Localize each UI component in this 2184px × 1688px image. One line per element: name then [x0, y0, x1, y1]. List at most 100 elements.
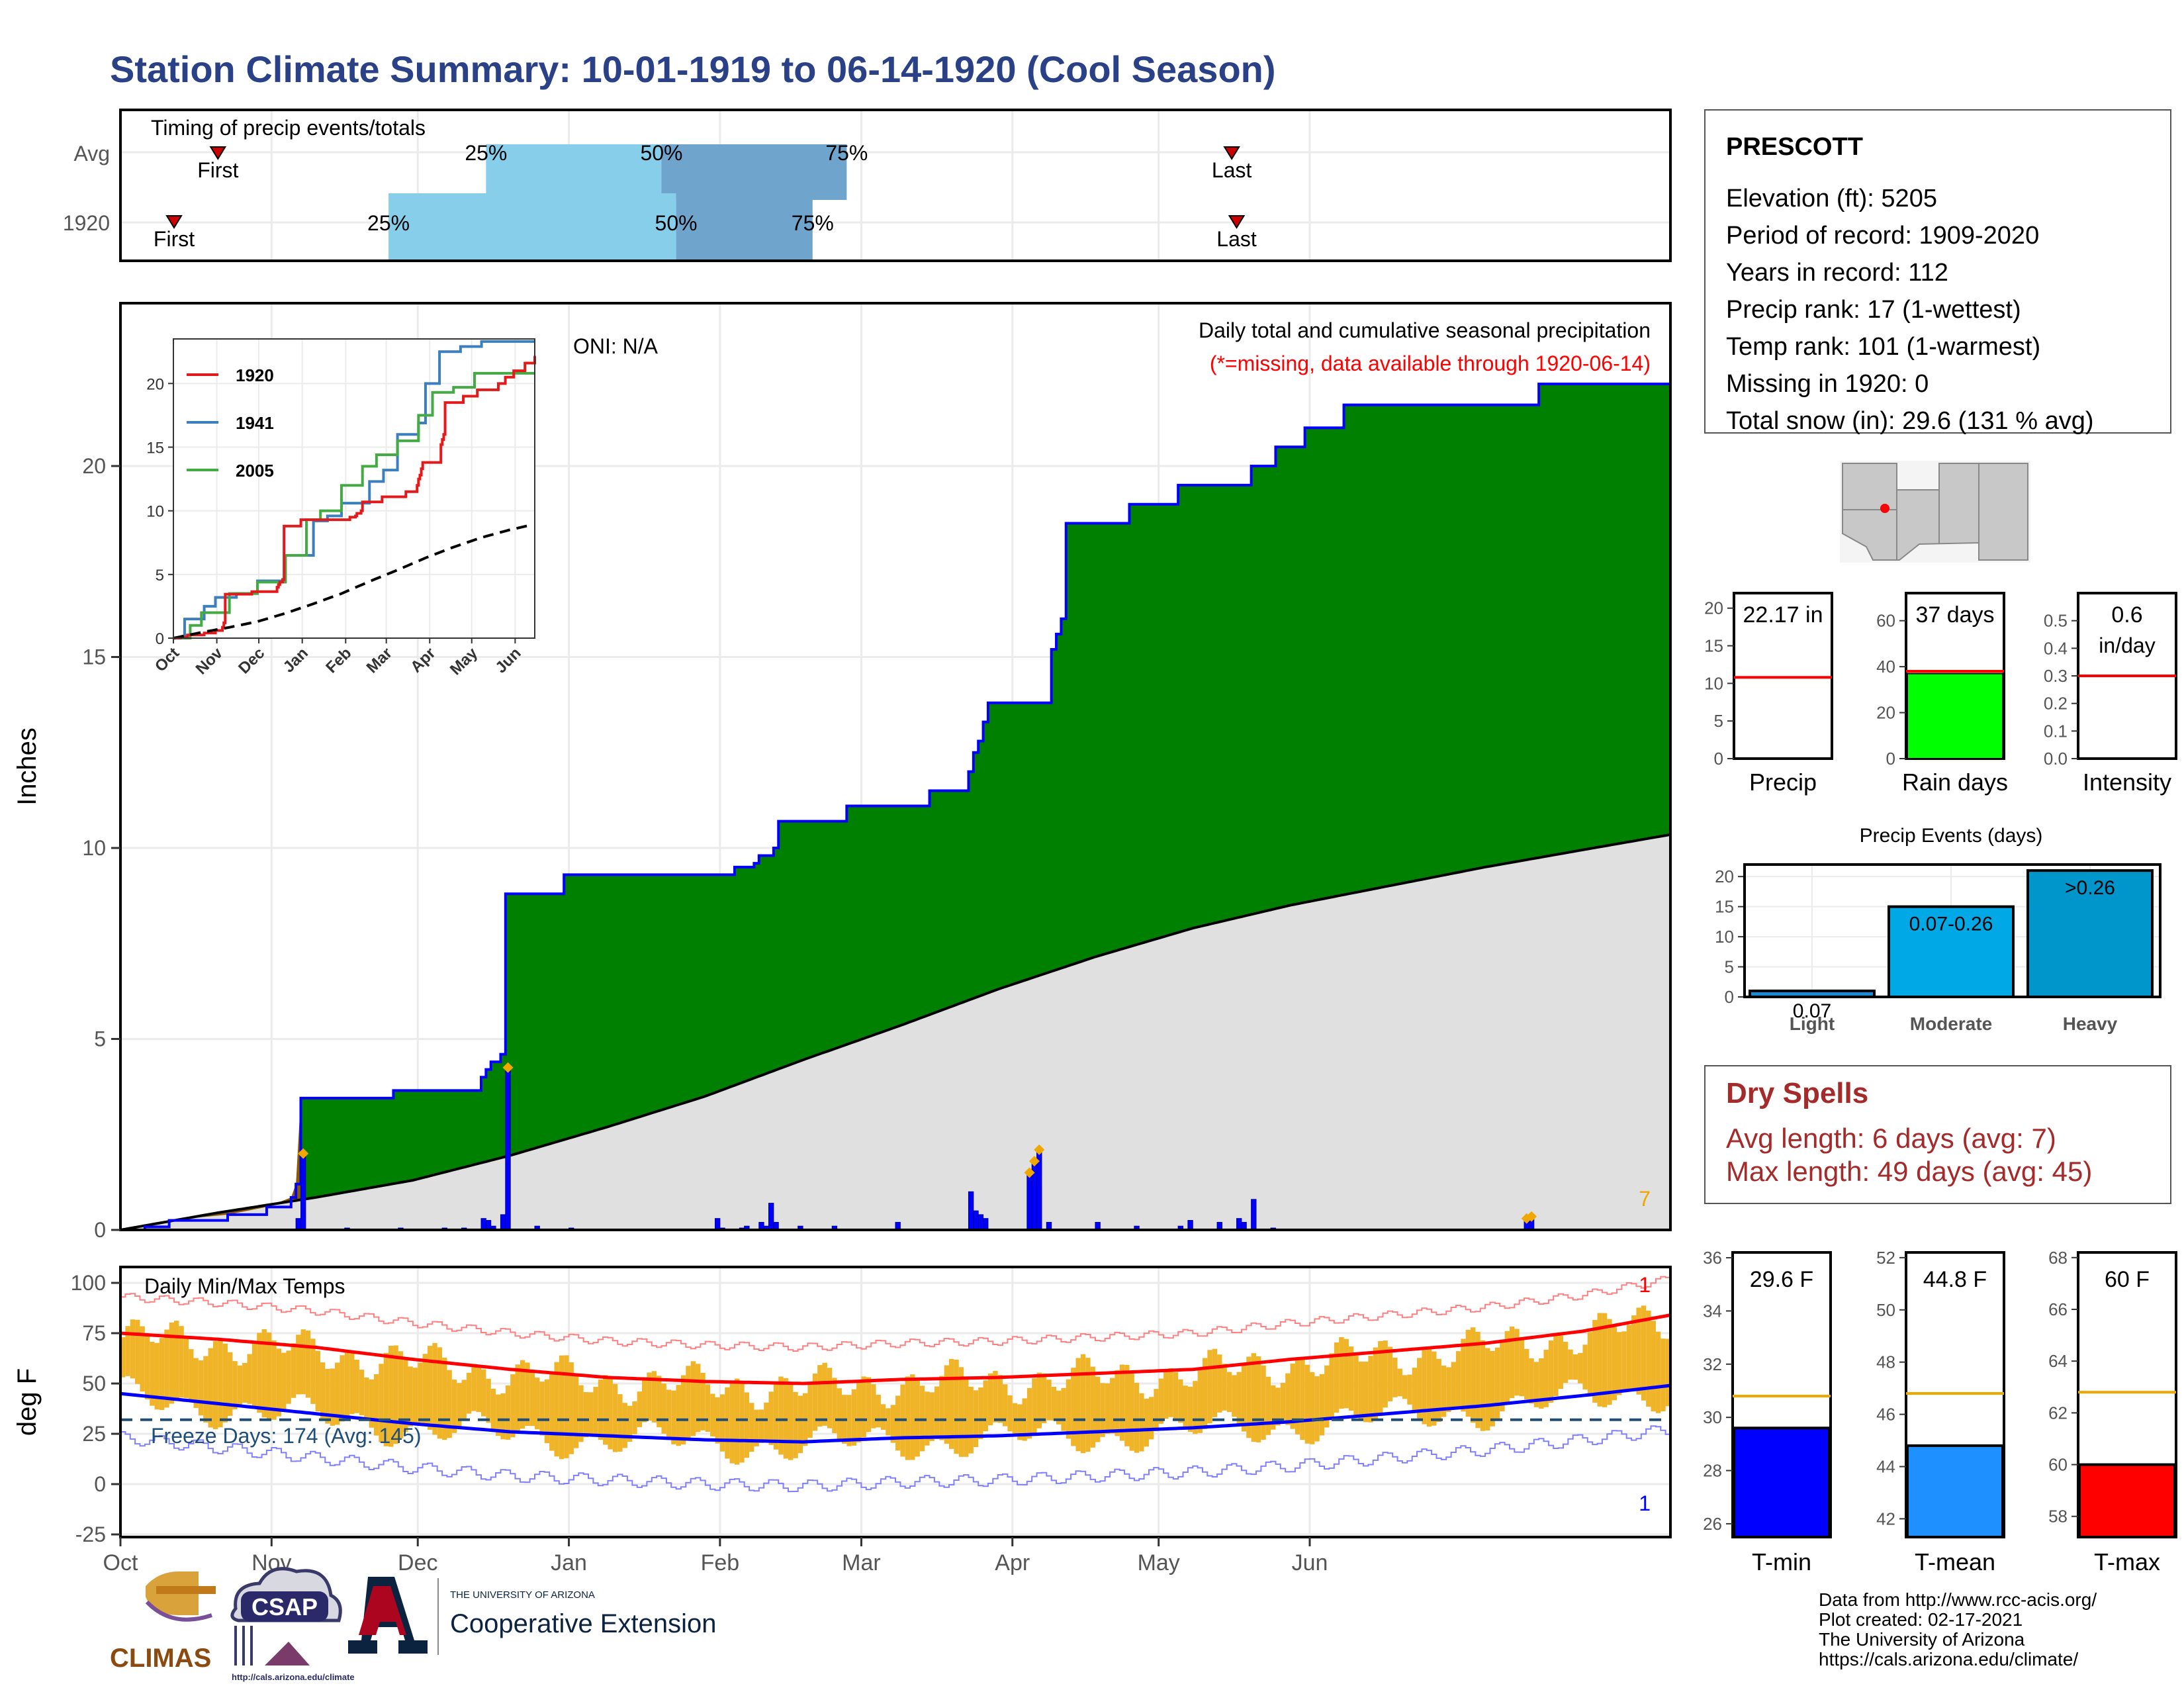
temp-range-bar [1304, 1364, 1310, 1444]
temp-range-bar [340, 1355, 345, 1422]
temp-range-bar [1129, 1372, 1134, 1451]
temp-range-bar [291, 1343, 296, 1398]
temp-range-bar [1587, 1332, 1593, 1397]
temp-range-bar [1412, 1368, 1418, 1412]
temp-mini-ytick: 52 [1876, 1248, 1895, 1268]
temp-range-bar [1036, 1372, 1042, 1429]
temp-range-bar [1207, 1350, 1212, 1424]
temp-range-bar [1407, 1374, 1412, 1405]
timing-panel: 25% 50% 75% First Last 25% 50% 75% First Last Tim… [63, 109, 1672, 262]
footer-line: https://cals.arizona.edu/climate/ [1819, 1649, 2078, 1669]
temp-range-bar [388, 1346, 394, 1447]
temp-range-bar [1124, 1364, 1130, 1446]
temp-range-bar [1193, 1381, 1198, 1434]
temp-range-bar [1451, 1362, 1456, 1409]
temp-range-bar [890, 1405, 895, 1443]
temp-range-bar [486, 1378, 491, 1423]
temp-range-bar [1026, 1387, 1032, 1439]
temp-range-bar [958, 1367, 964, 1457]
temp-range-bar [159, 1338, 165, 1410]
temp-range-bar [135, 1319, 140, 1384]
temp-range-bar [1285, 1373, 1291, 1425]
temp-range-bar [598, 1380, 604, 1440]
temp-range-bar [1514, 1329, 1520, 1396]
temp-range-bar [1261, 1365, 1266, 1440]
mini-ytick: 0.3 [2044, 666, 2068, 686]
temp-range-bar [559, 1355, 565, 1460]
temp-ytick: -25 [75, 1523, 106, 1546]
record-high-line [120, 1276, 1671, 1352]
temp-range-bar [1383, 1340, 1388, 1408]
mini-ytick: 0 [1714, 749, 1723, 769]
timing-marker-icon [165, 215, 183, 229]
temp-range-bar [179, 1326, 184, 1398]
precip-ytick: 20 [82, 454, 106, 478]
temp-range-bar [315, 1350, 320, 1412]
temp-mini-label: T-max [2094, 1548, 2160, 1575]
avg-max-line [120, 1313, 1671, 1385]
temp-range-bar [812, 1374, 818, 1431]
temp-range-bar [198, 1360, 204, 1416]
temp-range-bar [797, 1395, 803, 1454]
temp-range-bar [676, 1385, 681, 1446]
temp-range-bar [1339, 1336, 1344, 1409]
temp-range-bar [593, 1387, 598, 1436]
daily-precip-bar [505, 1067, 511, 1231]
temp-range-bar [529, 1370, 535, 1427]
temp-range-bar [1480, 1340, 1486, 1431]
temp-range-bar [418, 1362, 423, 1423]
temp-range-bar [754, 1409, 759, 1446]
temp-mini-bar [2078, 1463, 2176, 1538]
temp-range-bar [1533, 1362, 1539, 1407]
station-line: Years in record: 112 [1726, 259, 1948, 287]
temp-range-bar [237, 1365, 243, 1405]
event-ytick: 5 [1725, 957, 1734, 977]
inset-ytick: 5 [156, 567, 164, 585]
temp-range-bar [1485, 1348, 1490, 1430]
month-label: Jun [1292, 1550, 1328, 1575]
timing-bar-lower [486, 144, 662, 200]
temp-range-bar [1017, 1404, 1023, 1440]
daily-precip-bar [500, 1214, 506, 1231]
month-label: Mar [842, 1550, 881, 1575]
temp-range-bar [1626, 1325, 1632, 1389]
temp-range-bar [768, 1391, 774, 1445]
temp-mini-ytick: 44 [1876, 1456, 1895, 1476]
temp-range-bar [1202, 1358, 1208, 1429]
event-category: Heavy [2063, 1013, 2118, 1034]
daily-precip-bar [715, 1218, 721, 1231]
station-line: Period of record: 1909-2020 [1726, 222, 2039, 250]
temp-range-bar [1148, 1397, 1154, 1440]
timing-bar-upper [661, 144, 847, 200]
temp-range-bar [1572, 1354, 1578, 1380]
temp-range-bar [369, 1379, 374, 1428]
temp-range-bar [647, 1372, 652, 1421]
temp-mini-bar [1733, 1427, 1831, 1538]
daily-precip-bar [768, 1203, 774, 1231]
precip-ytick: 10 [82, 836, 106, 860]
event-bar [1888, 905, 2015, 998]
temp-mini-ytick: 48 [1876, 1352, 1895, 1372]
mini-ytick: 40 [1876, 657, 1895, 677]
temp-mini-value: 44.8 F [1923, 1267, 1987, 1292]
temp-range-bar [1168, 1368, 1173, 1417]
daily-precip-bar [300, 1153, 306, 1231]
timing-p50-label: 50% [640, 141, 682, 165]
temp-range-bar [208, 1348, 213, 1428]
temp-range-bar [222, 1343, 228, 1423]
temp-ytick: 100 [71, 1271, 106, 1295]
mini-value: 37 days [1915, 602, 1994, 628]
temp-range-bar [1295, 1358, 1300, 1434]
temp-range-bar [183, 1336, 189, 1398]
temp-range-bar [242, 1362, 248, 1403]
temp-range-bar [734, 1378, 740, 1465]
temp-ylabel: deg F [13, 1368, 42, 1436]
temp-range-bar [1475, 1331, 1480, 1429]
temp-range-bar [1558, 1335, 1563, 1389]
station-line: Temp rank: 101 (1-warmest) [1726, 333, 2040, 361]
inset-legend-1920: 1920 [236, 365, 274, 385]
temp-range-bar [335, 1362, 340, 1425]
temp-range-bar [871, 1384, 876, 1429]
